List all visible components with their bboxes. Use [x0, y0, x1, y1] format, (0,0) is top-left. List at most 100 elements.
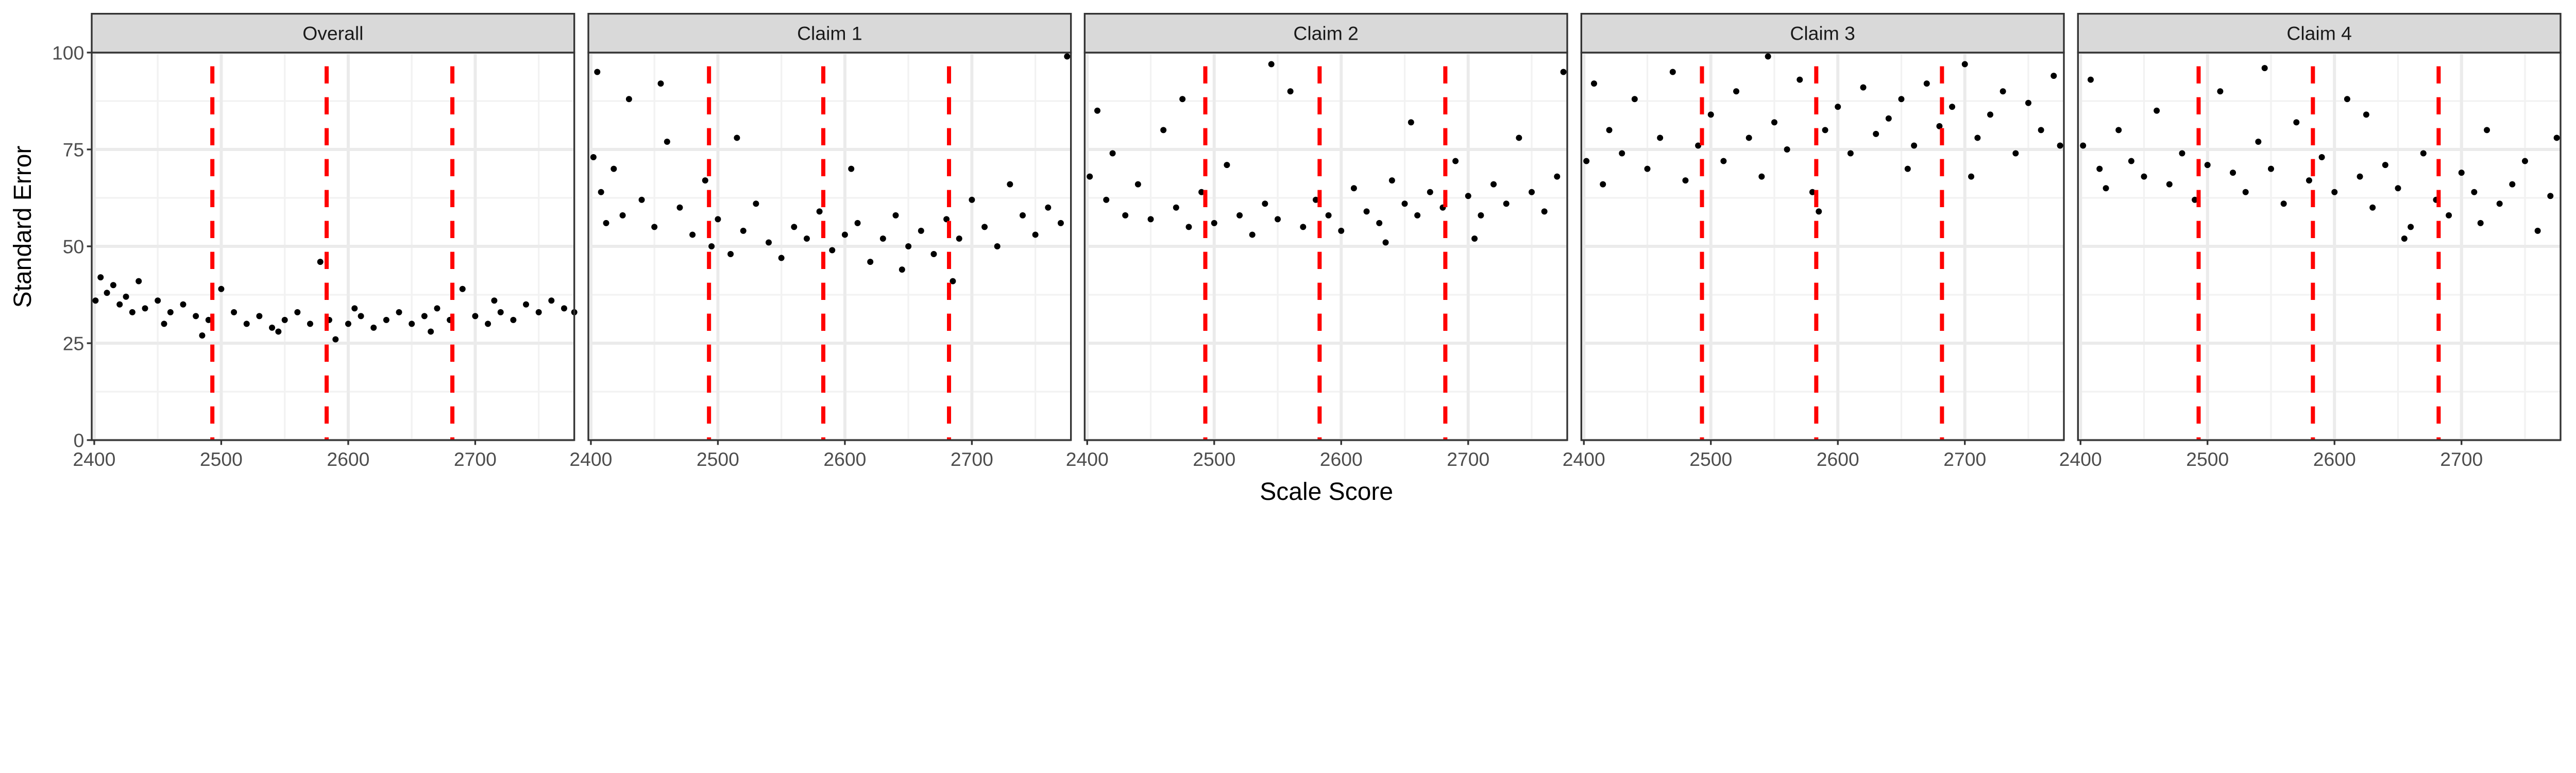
facet-strip: [1580, 13, 2065, 54]
data-point: [1109, 150, 1116, 157]
data-point: [116, 301, 123, 308]
facet-strip-label: Claim 4: [2286, 23, 2352, 44]
data-point: [205, 316, 212, 323]
data-point: [1185, 224, 1192, 230]
data-point: [2217, 88, 2224, 95]
data-point: [715, 216, 721, 223]
y-tick-label: 100: [52, 42, 84, 63]
data-point: [803, 235, 810, 242]
facet-strip: [2077, 13, 2562, 54]
panel-0: Overall 2400 2500 2600 2700 0 25 50 75 100: [52, 13, 578, 470]
data-point: [1860, 84, 1867, 91]
data-point: [603, 220, 609, 226]
panel-1: Claim 1 2400 2500 2600 2700: [569, 13, 1072, 470]
data-point: [434, 305, 440, 312]
data-point: [1644, 165, 1651, 172]
data-point: [2280, 200, 2287, 207]
data-point: [734, 135, 740, 141]
data-point: [2547, 193, 2554, 199]
data-point: [1619, 150, 1625, 157]
data-point: [218, 285, 225, 292]
x-tick-label: 2700: [454, 448, 497, 470]
data-point: [1325, 212, 1332, 219]
data-point: [1236, 212, 1243, 219]
x-tick-label: 2700: [2440, 448, 2483, 470]
data-point: [2344, 96, 2350, 103]
facet-strip: [1083, 13, 1568, 54]
data-point: [1094, 107, 1100, 114]
data-point: [1490, 181, 1497, 188]
data-point: [2255, 138, 2262, 145]
data-point: [275, 328, 282, 335]
data-point: [396, 309, 402, 315]
data-point: [2382, 162, 2388, 169]
data-point: [1809, 189, 1816, 195]
data-point: [92, 297, 99, 304]
data-point: [428, 328, 434, 335]
data-point: [1885, 115, 1892, 122]
data-point: [956, 235, 962, 242]
data-point: [2050, 73, 2057, 79]
data-point: [1606, 127, 1613, 133]
data-point: [1452, 158, 1459, 164]
data-point: [1541, 208, 1548, 215]
data-point: [231, 309, 238, 315]
data-point: [129, 309, 135, 315]
data-point: [1847, 150, 1854, 157]
data-point: [2087, 76, 2094, 83]
data-point: [135, 278, 142, 284]
data-point: [1816, 208, 1822, 215]
y-tick-label: 75: [63, 139, 84, 160]
data-point: [1401, 200, 1408, 207]
data-point: [2141, 173, 2147, 180]
data-point: [155, 297, 161, 304]
data-point: [2230, 170, 2236, 176]
data-point: [1682, 177, 1689, 184]
x-axis-title: Scale Score: [1260, 478, 1393, 506]
facet-strip-label: Claim 1: [797, 23, 862, 44]
data-point: [1103, 196, 1110, 203]
x-tick-label: 2600: [1817, 448, 1859, 470]
data-point: [1898, 96, 1905, 103]
data-point: [2154, 107, 2160, 114]
data-point: [1179, 96, 1186, 103]
data-point: [1198, 189, 1205, 195]
x-tick-label: 2400: [1066, 448, 1109, 470]
data-point: [702, 177, 708, 184]
facet-strip-label: Claim 2: [1293, 23, 1359, 44]
data-point: [1275, 216, 1281, 223]
data-point: [1707, 111, 1714, 118]
data-point: [625, 96, 632, 103]
data-point: [161, 321, 167, 327]
data-point: [2477, 220, 2484, 226]
data-point: [1822, 127, 1828, 133]
data-point: [1765, 53, 1771, 60]
y-tick-label: 0: [74, 429, 84, 451]
data-point: [1904, 165, 1911, 172]
data-point: [2534, 227, 2541, 234]
data-point: [1312, 196, 1319, 203]
data-point: [1338, 227, 1345, 234]
data-point: [491, 297, 498, 304]
data-point: [1923, 80, 1930, 87]
data-point: [2446, 212, 2452, 219]
y-tick-label: 25: [63, 332, 84, 354]
data-point: [892, 212, 899, 219]
data-point: [535, 309, 542, 315]
x-tick-label: 2400: [73, 448, 115, 470]
x-tick-label: 2400: [569, 448, 612, 470]
data-point: [167, 309, 174, 315]
data-point: [1669, 69, 1676, 75]
data-point: [727, 251, 734, 258]
data-point: [879, 235, 886, 242]
data-point: [2553, 135, 2560, 141]
data-point: [1427, 189, 1433, 195]
data-point: [1733, 88, 1740, 95]
data-point: [1122, 212, 1129, 219]
data-point: [510, 316, 517, 323]
x-tick-label: 2700: [1447, 448, 1489, 470]
data-point: [778, 255, 785, 261]
data-point: [1414, 212, 1421, 219]
x-tick-label: 2700: [1943, 448, 1986, 470]
data-point: [2038, 127, 2044, 133]
